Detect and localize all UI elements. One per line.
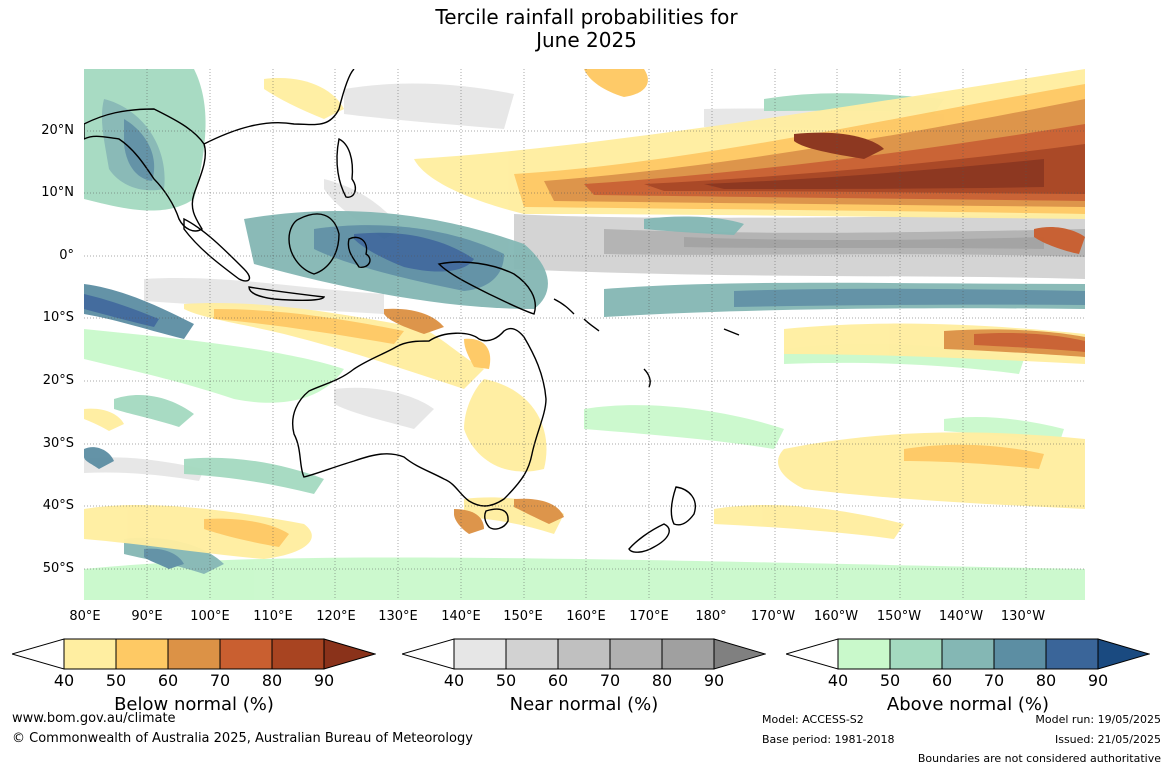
- legend-above-tick-40: 40: [827, 671, 849, 690]
- lon-label-130w: 130°W: [1000, 609, 1046, 624]
- colorbar-near-normal: [402, 638, 766, 670]
- lon-label-90e: 90°E: [131, 609, 163, 624]
- tasmania-coastline: [484, 508, 509, 530]
- footer-issued: Issued: 21/05/2025: [1054, 733, 1161, 746]
- legend-near-tick-40: 40: [443, 671, 465, 690]
- lon-label-80e: 80°E: [69, 609, 101, 624]
- above-normal-field: [84, 69, 1085, 600]
- lat-label-30s: 30°S: [42, 436, 74, 451]
- legend-above-tick-80: 80: [1035, 671, 1057, 690]
- legend-below-tick-60: 60: [157, 671, 179, 690]
- legend-above-normal: 40 50 60 70 80 90 Above normal (%): [786, 638, 1150, 715]
- footer-url: www.bom.gov.au/climate: [12, 711, 176, 726]
- legend-above-tick-60: 60: [931, 671, 953, 690]
- legend-near-tick-70: 70: [599, 671, 621, 690]
- sumatra-coastline: [183, 217, 251, 282]
- philippines-coastline: [336, 137, 356, 198]
- pacific-islands-coastline: [553, 298, 740, 388]
- legend-above-title: Above normal (%): [886, 694, 1050, 715]
- footer-base-period: Base period: 1981-2018: [762, 733, 895, 746]
- australia-coastline: [292, 327, 547, 507]
- mainland-asia-coastline: [84, 108, 206, 232]
- java-coastline: [248, 286, 326, 302]
- legend-below-tick-50: 50: [105, 671, 127, 690]
- colorbar-above-normal: [786, 638, 1150, 670]
- legend-near-title: Near normal (%): [509, 694, 659, 715]
- lon-label-180: 180°: [695, 609, 727, 624]
- legend-below-tick-40: 40: [53, 671, 75, 690]
- lat-label-40s: 40°S: [42, 498, 74, 513]
- legend-near-tick-60: 60: [547, 671, 569, 690]
- colorbar-below-normal: [12, 638, 376, 670]
- sulawesi-coastline: [347, 236, 371, 268]
- lon-label-160w: 160°W: [813, 609, 859, 624]
- lon-label-140e: 140°E: [441, 609, 481, 624]
- lon-label-110e: 110°E: [253, 609, 293, 624]
- new-guinea-coastline: [437, 261, 536, 315]
- lon-label-150w: 150°W: [876, 609, 922, 624]
- legend-near-normal: 40 50 60 70 80 90 Near normal (%): [402, 638, 766, 715]
- new-zealand-south-coastline: [628, 523, 670, 553]
- lon-label-130e: 130°E: [378, 609, 418, 624]
- legend-below-tick-70: 70: [209, 671, 231, 690]
- map-title-line2: June 2025: [536, 28, 637, 52]
- legend-above-tick-70: 70: [983, 671, 1005, 690]
- footer-model: Model: ACCESS-S2: [762, 713, 864, 726]
- lat-label-0: 0°: [59, 248, 74, 263]
- lat-label-50s: 50°S: [42, 561, 74, 576]
- footer-model-run: Model run: 19/05/2025: [1035, 713, 1161, 726]
- legend-near-tick-90: 90: [703, 671, 725, 690]
- rainfall-probability-map: [84, 69, 1085, 600]
- legend-below-normal: 40 50 60 70 80 90 Below normal (%): [12, 638, 376, 715]
- lat-label-20s: 20°S: [42, 373, 74, 388]
- below-normal-field: [84, 69, 1085, 559]
- footer-copyright: © Commonwealth of Australia 2025, Austra…: [12, 731, 473, 746]
- lon-label-160e: 160°E: [566, 609, 606, 624]
- lat-label-10s: 10°S: [42, 310, 74, 325]
- legend-above-tick-90: 90: [1087, 671, 1109, 690]
- lon-label-170e: 170°E: [629, 609, 669, 624]
- lat-label-10n: 10°N: [41, 185, 74, 200]
- lon-label-170w: 170°W: [750, 609, 796, 624]
- graticule: [84, 69, 1085, 600]
- coastlines: [84, 69, 740, 553]
- legend-above-tick-50: 50: [879, 671, 901, 690]
- legend-below-title: Below normal (%): [114, 694, 274, 715]
- legend-near-tick-50: 50: [495, 671, 517, 690]
- south-china-coastline: [203, 69, 355, 145]
- footer-disclaimer: Boundaries are not considered authoritat…: [917, 752, 1161, 765]
- lon-label-150e: 150°E: [503, 609, 543, 624]
- lon-label-120e: 120°E: [316, 609, 356, 624]
- lon-label-140w: 140°W: [938, 609, 984, 624]
- lat-label-20n: 20°N: [41, 123, 74, 138]
- map-title-line1: Tercile rainfall probabilities for: [435, 5, 738, 29]
- legend-near-tick-80: 80: [651, 671, 673, 690]
- new-zealand-north-coastline: [670, 486, 696, 526]
- legend-below-tick-80: 80: [261, 671, 283, 690]
- borneo-coastline: [288, 213, 340, 275]
- lon-label-100e: 100°E: [190, 609, 230, 624]
- legend-below-tick-90: 90: [313, 671, 335, 690]
